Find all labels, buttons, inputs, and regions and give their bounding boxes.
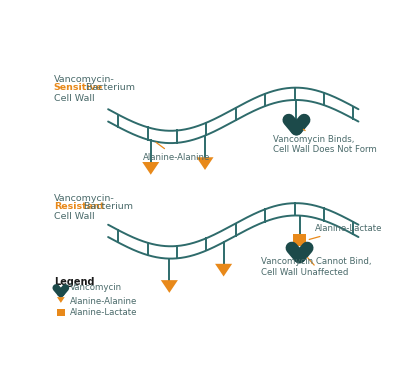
Text: Alanine-Lactate: Alanine-Lactate — [309, 224, 382, 240]
Text: Vancomycin-: Vancomycin- — [54, 194, 115, 203]
Text: Alanine-Alanine: Alanine-Alanine — [70, 297, 138, 306]
Polygon shape — [142, 162, 159, 175]
Bar — [57, 309, 65, 316]
Polygon shape — [215, 264, 232, 276]
Text: Bacterium: Bacterium — [81, 202, 133, 210]
Polygon shape — [57, 297, 65, 303]
Polygon shape — [161, 280, 178, 293]
Text: Bacterium: Bacterium — [83, 83, 135, 92]
Polygon shape — [288, 122, 305, 134]
Text: Cell Wall: Cell Wall — [54, 212, 94, 222]
Text: Legend: Legend — [54, 277, 94, 287]
Text: Vancomycin Cannot Bind,
Cell Wall Unaffected: Vancomycin Cannot Bind, Cell Wall Unaffe… — [261, 257, 371, 277]
Bar — [293, 234, 306, 247]
Text: Alanine-Alanine: Alanine-Alanine — [143, 142, 210, 162]
Text: Vancomycin Binds,
Cell Wall Does Not Form: Vancomycin Binds, Cell Wall Does Not For… — [273, 129, 377, 154]
Text: Sensitive: Sensitive — [54, 83, 103, 92]
Text: Alanine-Lactate: Alanine-Lactate — [70, 308, 138, 317]
Polygon shape — [196, 157, 214, 170]
Text: Cell Wall: Cell Wall — [54, 94, 94, 103]
Text: Vancomycin: Vancomycin — [70, 283, 122, 292]
Text: Vancomycin-: Vancomycin- — [54, 75, 115, 84]
Text: Resistant: Resistant — [54, 202, 104, 210]
